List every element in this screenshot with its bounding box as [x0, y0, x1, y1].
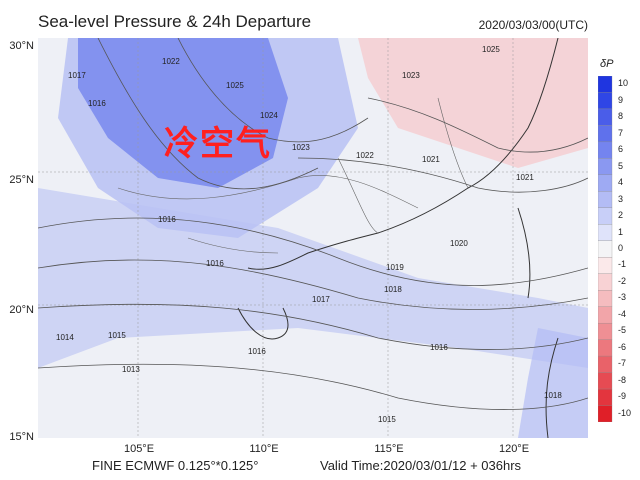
departure-shading-positive: [58, 38, 358, 238]
colorbar: [598, 76, 613, 422]
isobar-label-1021b: 1021: [516, 173, 534, 182]
colorbar-swatch: [598, 339, 613, 357]
colorbar-swatch: [598, 191, 613, 208]
isobar-label-1017: 1017: [68, 71, 86, 80]
colorbar-swatch: [598, 207, 613, 225]
lon-tick-115: 115°E: [374, 443, 404, 455]
isobar-label-1015: 1015: [378, 415, 396, 424]
lon-tick-120: 120°E: [498, 443, 530, 455]
lon-tick-105: 105°E: [123, 443, 155, 455]
colorbar-label: 9: [618, 94, 624, 105]
coastline: [237, 37, 559, 439]
isobar-label-1013: 1013: [122, 365, 140, 374]
colorbar-title: δP: [600, 58, 614, 70]
colorbar-swatch: [598, 141, 613, 159]
colorbar-label: 6: [618, 144, 624, 155]
colorbar-swatch: [598, 158, 613, 176]
colorbar-swatch: [598, 92, 613, 110]
colorbar-label: 2: [618, 210, 624, 221]
isobar-label-1022b: 1022: [356, 151, 374, 160]
colorbar-label: 0: [618, 243, 624, 253]
colorbar-label: -7: [618, 358, 627, 369]
colorbar-label: -10: [618, 407, 632, 418]
pressure-map: 1017 1016 1022 1025 1024 1023 1022 1021 …: [37, 37, 589, 439]
isobar-label-1023: 1023: [292, 143, 310, 152]
lat-tick-25: 25°N: [9, 174, 34, 186]
colorbar-label: -8: [618, 374, 627, 385]
colorbar-label: -1: [618, 259, 627, 270]
colorbar-label: 1: [618, 226, 624, 237]
isobar-label-1016c: 1016: [248, 347, 266, 356]
isobar-label-1016: 1016: [88, 99, 106, 108]
isobar-label-1018: 1018: [384, 285, 402, 294]
lat-tick-30: 30°N: [9, 40, 34, 52]
isobar-label-1016d: 1016: [206, 259, 224, 268]
colorbar-label: 4: [618, 177, 624, 188]
departure-shading-weak-positive: [38, 188, 588, 368]
colorbar-label: -3: [618, 292, 627, 303]
isobar-label-1016b: 1016: [430, 343, 448, 352]
colorbar-label: 5: [618, 160, 624, 171]
colorbar-label: -9: [618, 391, 627, 402]
isobar-label-1022: 1022: [162, 57, 180, 66]
colorbar-label: 10: [618, 78, 629, 89]
isobar-label-1023b: 1023: [402, 71, 420, 80]
colorbar-swatch: [598, 306, 613, 324]
colorbar-swatch: [598, 125, 613, 143]
colorbar-swatch: [598, 290, 613, 307]
colorbar-swatch: [598, 405, 613, 422]
isobar-label-1015b: 1015: [108, 331, 126, 340]
valid-time: Valid Time:2020/03/01/12 + 036hrs: [320, 458, 522, 473]
colorbar-label: 7: [618, 127, 624, 138]
colorbar-swatch: [598, 240, 613, 258]
isobar-label-1016e: 1016: [158, 215, 176, 224]
colorbar-label: 8: [618, 111, 624, 122]
colorbar-swatch: [598, 388, 613, 406]
isobar-label-1025b: 1025: [482, 45, 500, 54]
colorbar-swatch: [598, 224, 613, 241]
lat-tick-20: 20°N: [9, 304, 34, 316]
colorbar-swatch: [598, 257, 613, 274]
colorbar-label: -6: [618, 341, 627, 352]
lon-tick-110: 110°E: [249, 443, 279, 455]
isobars: [37, 37, 589, 410]
colorbar-swatch: [598, 322, 613, 340]
province-borders: [117, 97, 469, 254]
model-label: FINE ECMWF 0.125°*0.125°: [92, 458, 259, 473]
departure-shading-negative: [358, 38, 588, 168]
colorbar-label: 3: [618, 193, 624, 204]
map-panel: 1017 1016 1022 1025 1024 1023 1022 1021 …: [37, 37, 589, 439]
isobar-label-1017b: 1017: [312, 295, 330, 304]
isobar-label-1020: 1020: [450, 239, 468, 248]
isobar-label-1014: 1014: [56, 333, 74, 342]
isobar-label-1025: 1025: [226, 81, 244, 90]
isobar-label-1021: 1021: [422, 155, 440, 164]
colorbar-label: -5: [618, 325, 627, 336]
isobar-label-1019: 1019: [386, 263, 404, 272]
colorbar-swatch: [598, 355, 613, 373]
colorbar-swatch: [598, 174, 613, 192]
colorbar-label: -4: [618, 308, 627, 319]
isobar-label-1024: 1024: [260, 111, 278, 120]
colorbar-swatch: [598, 108, 613, 126]
colorbar-label: -2: [618, 275, 627, 286]
colorbar-swatch: [598, 273, 613, 291]
chart-title: Sea-level Pressure & 24h Departure: [38, 12, 312, 31]
colorbar-swatch: [598, 76, 613, 93]
grid-lines: [38, 38, 588, 438]
departure-shading-negative-2: [518, 328, 588, 438]
lat-tick-15: 15°N: [9, 431, 34, 443]
colorbar-swatch: [598, 372, 613, 390]
isobar-label-1018b: 1018: [544, 391, 562, 400]
cold-air-annotation: 冷空气: [164, 124, 272, 164]
init-time: 2020/03/03/00(UTC): [478, 18, 588, 32]
